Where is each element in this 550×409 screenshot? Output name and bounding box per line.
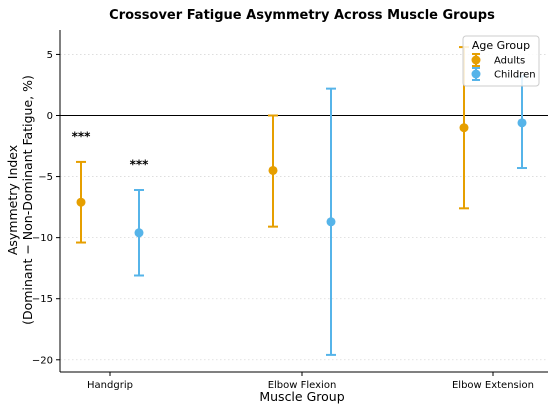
x-tick-label-1: Elbow Flexion: [268, 380, 337, 391]
axes-frame: [59, 30, 548, 373]
grid-lines: [60, 54, 548, 361]
y-tick-label-3: −10: [32, 233, 53, 244]
legend-label-children: Children: [494, 70, 536, 81]
y-tick-label-0: 5: [47, 50, 53, 61]
x-tick-label-0: Handgrip: [87, 380, 133, 391]
legend-item-adults: Adults: [471, 53, 525, 67]
mean-point-children-1: [326, 217, 336, 227]
y-axis-label-line1: Asymmetry Index: [5, 145, 20, 255]
legend-marker-point: [471, 55, 481, 65]
errorbar-adults-0: [76, 160, 86, 244]
mean-point-children-2: [517, 118, 527, 128]
mean-point-children-0: [134, 228, 144, 238]
x-tick-label-2: Elbow Extension: [452, 380, 534, 391]
legend-marker-point: [471, 69, 481, 79]
legend: Age Group Adults Children: [462, 35, 540, 87]
legend-box: [462, 35, 540, 87]
y-tick-label-1: 0: [47, 111, 53, 122]
x-axis-label: Muscle Group: [259, 389, 344, 404]
errorbar-children-0: [134, 189, 144, 277]
significance-label-0: ***: [72, 129, 92, 143]
y-tick-label-2: −5: [38, 172, 53, 183]
legend-item-children: Children: [471, 67, 536, 81]
error-bars: [76, 46, 527, 356]
y-axis-label-line2: (Dominant − Non-Dominant Fatigue, %): [20, 75, 35, 325]
significance-annotations: *** ***: [72, 129, 150, 171]
legend-title: Age Group: [472, 39, 530, 52]
chart-title: Crossover Fatigue Asymmetry Across Muscl…: [109, 8, 495, 23]
mean-point-adults-0: [76, 197, 86, 207]
errorbar-adults-1: [268, 114, 278, 228]
y-tick-label-4: −15: [32, 294, 53, 305]
x-axis-ticks: Handgrip Elbow Flexion Elbow Extension: [87, 372, 534, 391]
errorbar-children-1: [326, 87, 336, 356]
y-tick-label-5: −20: [32, 355, 53, 366]
mean-point-adults-1: [268, 165, 278, 175]
y-axis-ticks: 5 0 −5 −10 −15 −20: [32, 50, 60, 366]
errorbar-children-2: [517, 75, 527, 170]
mean-point-adults-2: [459, 123, 469, 133]
legend-label-adults: Adults: [494, 56, 525, 67]
y-axis-label: Asymmetry Index (Dominant − Non-Dominant…: [5, 75, 35, 325]
significance-label-1: ***: [130, 157, 150, 171]
